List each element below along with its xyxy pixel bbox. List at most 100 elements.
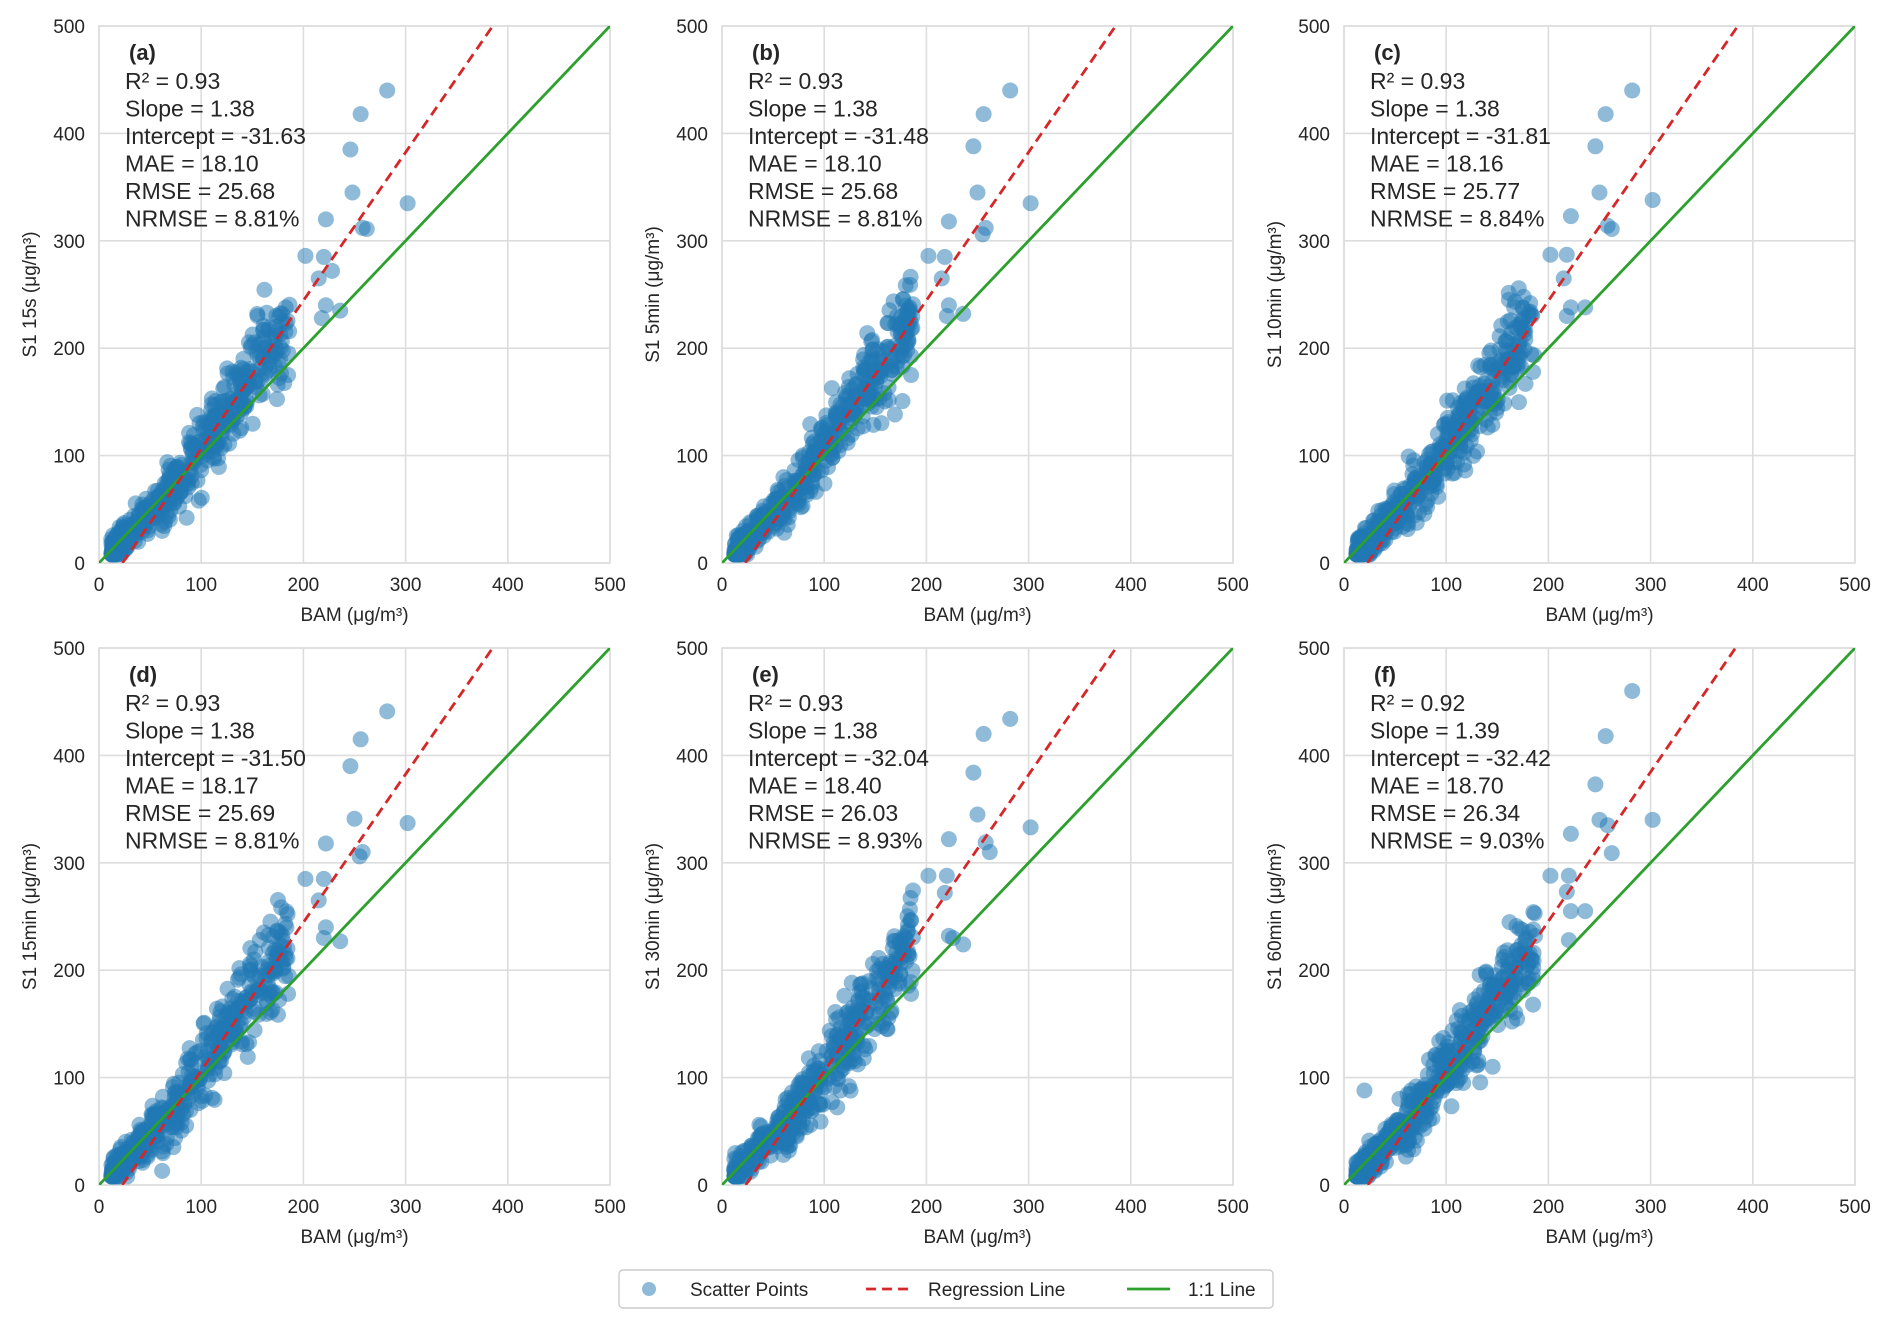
scatter-point [804,1100,821,1117]
scatter-point [882,1004,899,1021]
panel-f: 0 100 200 300 400 500 0 100 200 300 400 500 BAM (μg/… [1265,639,1871,1248]
scatter-point [1374,1140,1391,1157]
scatter-point [842,1082,859,1099]
scatter-point [1516,944,1533,961]
scatter-point [342,758,359,775]
x-tick-label: 400 [1737,575,1769,596]
x-tick-label: 200 [911,1197,943,1218]
x-tick-label: 500 [1839,1197,1871,1218]
scatter-point [261,967,278,984]
x-tick-label: 0 [94,1197,105,1218]
scatter-point [1522,303,1539,320]
scatter-point [246,1022,263,1039]
legend-marker-scatter [642,1282,656,1296]
scatter-points [726,82,1039,563]
scatter-point [352,731,369,748]
y-tick-label: 200 [1298,339,1330,360]
scatter-point [297,247,314,264]
scatter-point [317,211,334,228]
scatter-point [775,1104,792,1121]
scatter-point [227,1006,244,1023]
scatter-point [269,892,286,909]
scatter-point [1562,208,1579,225]
scatter-point [1500,284,1517,301]
scatter-point [235,350,252,367]
scatter-point [297,870,314,887]
regression-line [121,26,494,563]
scatter-point [1599,817,1616,834]
scatter-point [1349,1168,1366,1185]
scatter-point [831,1009,848,1026]
stat-line: NRMSE = 8.81% [125,828,300,854]
scatter-point [1542,246,1559,263]
scatter-point [183,441,200,458]
scatter-point [873,415,890,432]
y-tick-label: 400 [676,746,708,767]
stat-line: RMSE = 26.03 [748,800,898,826]
y-tick-label: 0 [697,1176,708,1197]
scatter-point [955,936,972,953]
scatter-point [829,1069,846,1086]
x-axis-label: BAM (μg/m³) [1545,605,1653,626]
stat-line: Slope = 1.38 [125,718,255,744]
y-tick-label: 500 [676,639,708,660]
stat-line: R² = 0.93 [748,68,843,94]
stat-line: MAE = 18.10 [748,151,882,177]
scatter-point [940,831,957,848]
scatter-point [836,987,853,1004]
stat-line: RMSE = 25.68 [748,178,898,204]
y-tick-label: 0 [74,1176,85,1197]
scatter-point [1512,344,1529,361]
scatter-point [894,393,911,410]
scatter-point [1644,191,1661,208]
legend-box [618,1269,1274,1309]
legend-label-scatter: Scatter Points [690,1280,808,1301]
scatter-point [969,806,986,823]
scatter-point [242,940,259,957]
regression-line [744,648,1118,1185]
axes-frame [98,25,611,564]
scatter-point [1478,390,1495,407]
scatter-point [399,815,416,832]
x-tick-label: 400 [1115,1197,1147,1218]
y-tick-label: 100 [1298,1069,1330,1090]
scatter-point [344,184,361,201]
scatter-point [143,1116,160,1133]
stat-line: MAE = 18.40 [748,773,882,799]
scatter-point [256,281,273,298]
scatter-point [975,106,992,123]
y-tick-label: 100 [1298,447,1330,468]
x-tick-label: 100 [808,1197,840,1218]
x-tick-label: 500 [594,575,626,596]
y-axis-label: S1 15min (μg/m³) [20,843,41,990]
identity-line [722,648,1233,1185]
scatter-point [1558,883,1575,900]
x-tick-label: 100 [1430,575,1462,596]
identity-line [1344,26,1855,563]
scatter-point [249,372,266,389]
scatter-point [251,980,268,997]
x-tick-label: 200 [1533,575,1565,596]
y-tick-label: 500 [53,639,85,660]
scatter-point [1452,1024,1469,1041]
x-tick-label: 0 [94,575,105,596]
scatter-point [955,305,972,322]
scatter-point [315,870,332,887]
identity-line [99,648,610,1185]
x-tick-label: 300 [1635,575,1667,596]
y-tick-label: 500 [53,17,85,38]
stat-line: Intercept = -32.04 [748,745,929,771]
scatter-point [965,764,982,781]
scatter-point [271,937,288,954]
scatter-point [920,247,937,264]
scatter-point [885,293,902,310]
x-tick-label: 500 [594,1197,626,1218]
regression-line [744,26,1117,563]
scatter-point [1519,956,1536,973]
scatter-point [1484,1058,1501,1075]
scatter-point [1396,480,1413,497]
stat-line: RMSE = 26.34 [1370,800,1520,826]
scatter-points [1348,82,1661,563]
y-tick-label: 400 [53,124,85,145]
scatter-point [975,725,992,742]
